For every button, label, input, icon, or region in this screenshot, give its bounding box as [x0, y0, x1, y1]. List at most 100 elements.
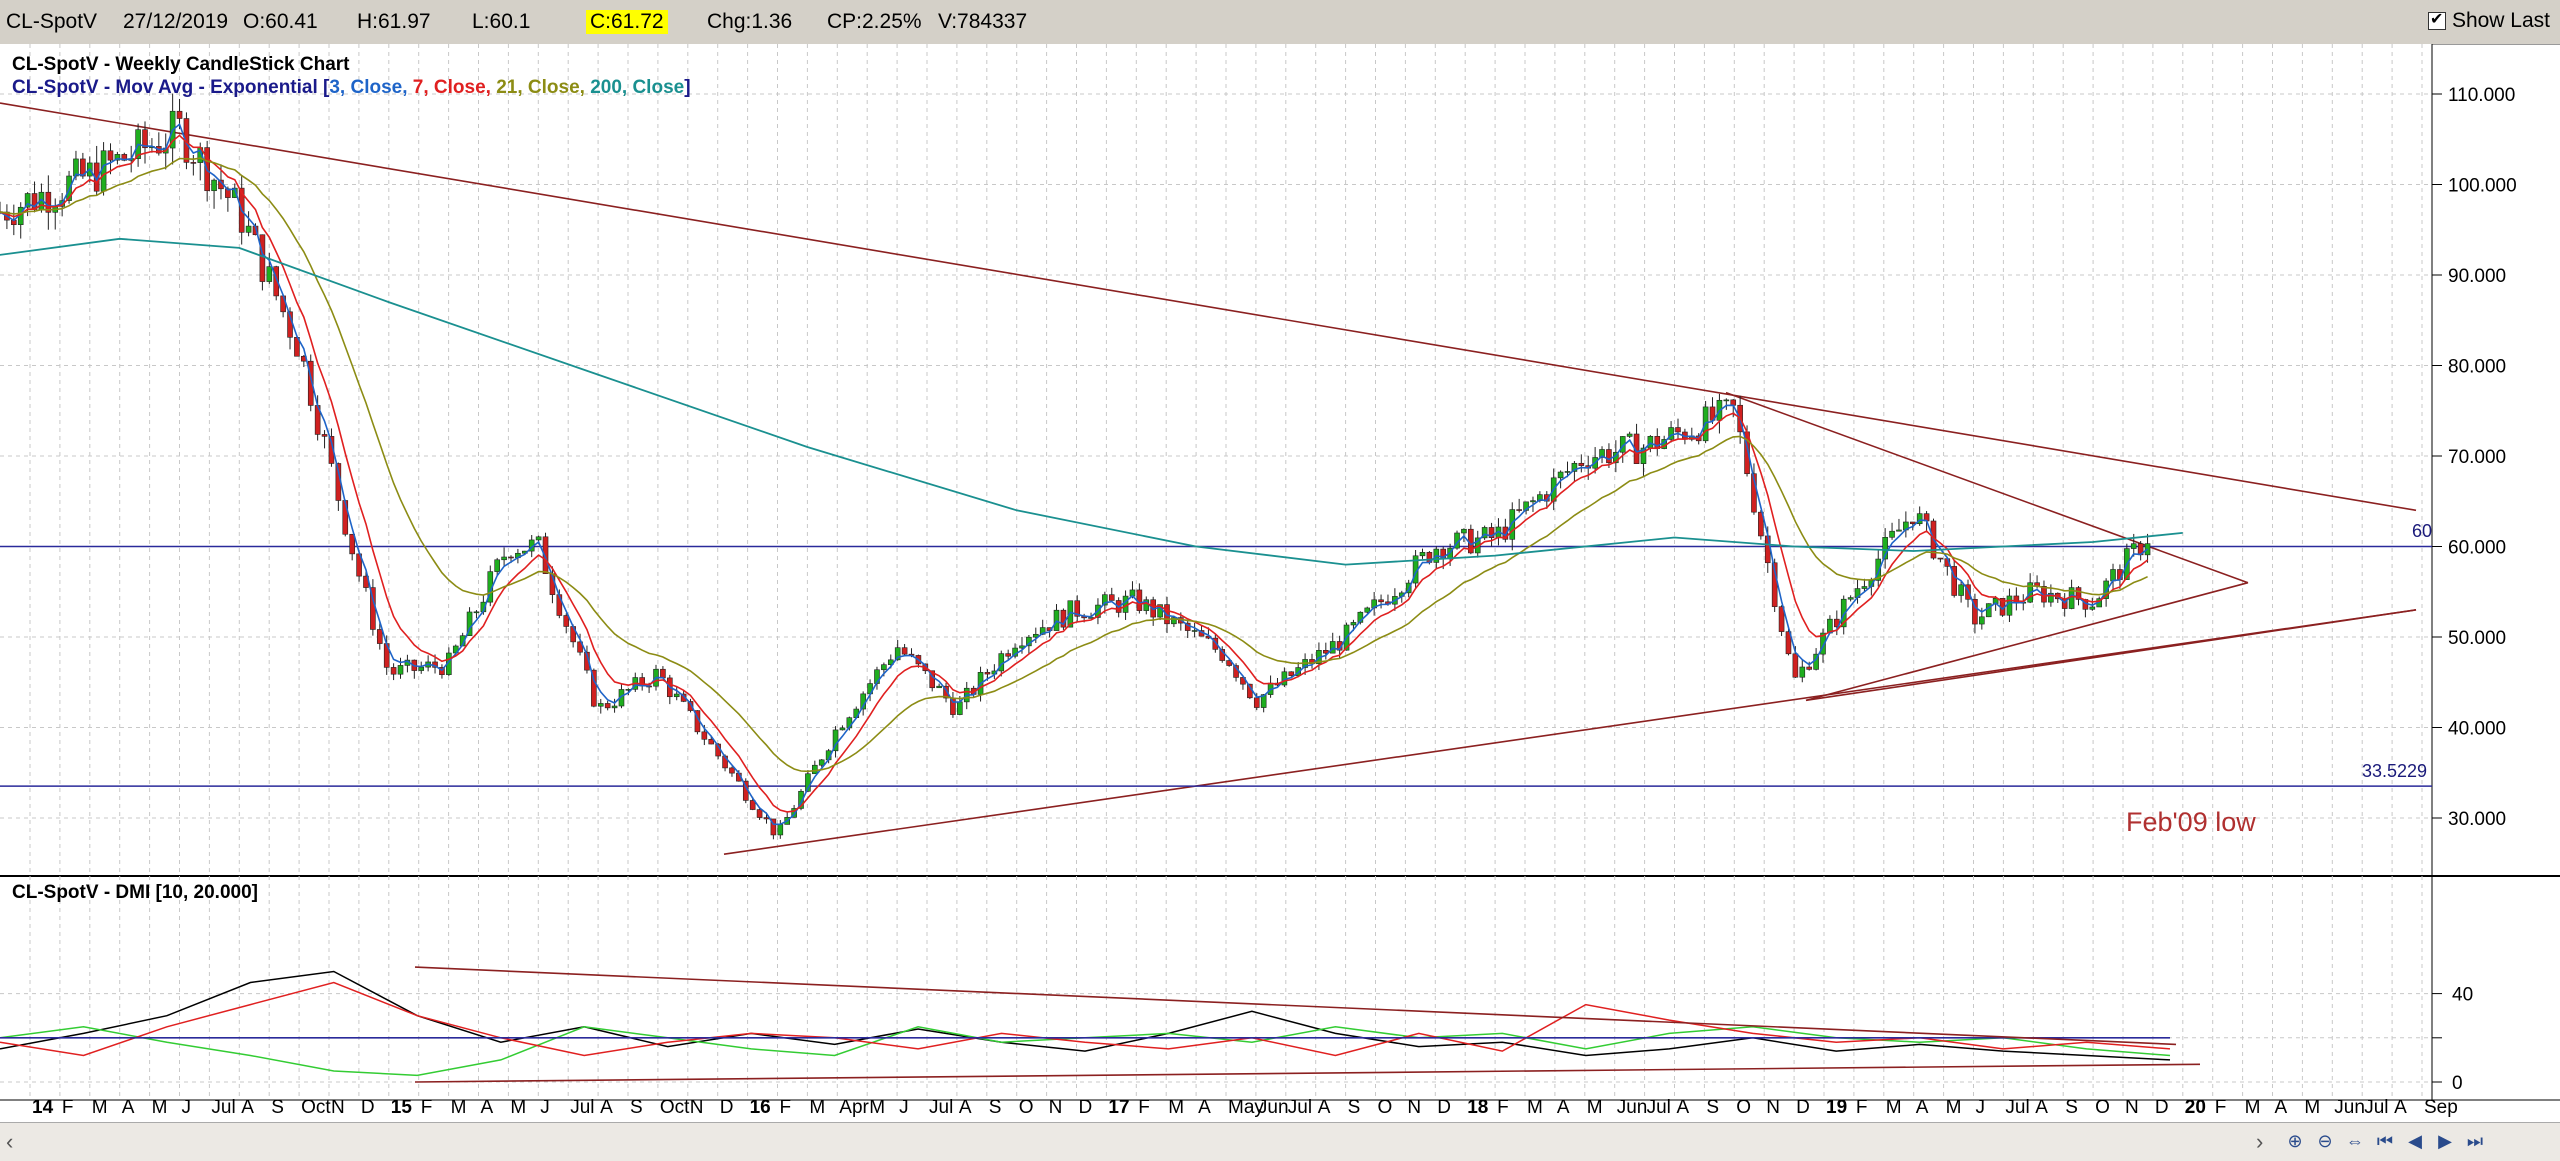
- x-tick-label: N: [1407, 1097, 1421, 1118]
- y-tick-label: 50.000: [2448, 628, 2506, 649]
- chart-area[interactable]: 110.000 100.000 90.000 80.000 70.000 60.000 50…: [0, 44, 2560, 1122]
- pan-icon[interactable]: ⇔: [2346, 1131, 2364, 1151]
- candle-body: [660, 668, 666, 679]
- candle-body: [307, 360, 314, 406]
- y-tick-label: 70.000: [2448, 447, 2506, 468]
- candle-body: [1882, 536, 1888, 560]
- dmi-adx-line: [0, 970, 2171, 1061]
- trendline-1: [723, 609, 2417, 855]
- zoom-in-icon[interactable]: ⊕: [2287, 1131, 2303, 1151]
- trendline-0: [0, 102, 2417, 512]
- candle-body: [1778, 606, 1785, 632]
- candle-body: [1032, 633, 1039, 638]
- candle-body: [1654, 436, 1661, 449]
- horizontal-scrollbar[interactable]: ‹ › ⊕ ⊖ ⇔ ⏮ ◀ ▶ ⏭: [0, 1122, 2560, 1161]
- scroll-left-icon[interactable]: ‹: [6, 1129, 14, 1154]
- x-tick-label: Sep: [2424, 1097, 2458, 1118]
- x-tick-label: S: [271, 1097, 284, 1118]
- candle-body: [1668, 427, 1674, 440]
- hline-60-label: 60: [2412, 521, 2432, 541]
- x-tick-label: M: [1886, 1097, 1902, 1118]
- date-label: 27/12/2019: [123, 10, 229, 33]
- x-tick-label: F: [1497, 1097, 1509, 1118]
- candle-body: [1288, 671, 1295, 676]
- candle-body: [929, 670, 936, 689]
- dmi-trendline-upper: [414, 966, 2177, 1046]
- x-tick-label: O: [1019, 1097, 1034, 1118]
- candle-body: [1972, 599, 1978, 625]
- symbol-label: CL-SpotV: [6, 10, 98, 33]
- y-tick-label: 60.000: [2448, 538, 2506, 559]
- x-tick-label: D: [1079, 1097, 1093, 1118]
- trendlines: [0, 102, 2417, 855]
- x-tick-label: M: [92, 1097, 108, 1118]
- candle-body: [501, 556, 507, 561]
- x-tick-label: F: [1138, 1097, 1150, 1118]
- candle-body: [121, 154, 128, 161]
- x-tick-label: J: [1976, 1097, 1986, 1118]
- prev-page-icon[interactable]: ◀: [2408, 1131, 2422, 1151]
- x-tick-label: Jun: [1258, 1097, 1289, 1118]
- last-page-icon[interactable]: ⏭: [2466, 1131, 2484, 1151]
- y-tick-label: 100.000: [2448, 176, 2517, 197]
- candle-body: [1847, 597, 1854, 600]
- x-tick-label: A: [1557, 1097, 1570, 1118]
- candle-body: [943, 685, 949, 699]
- candle-body: [1253, 697, 1260, 708]
- candle-body: [604, 703, 611, 709]
- candle-body: [839, 727, 846, 731]
- candle-body: [190, 162, 197, 164]
- y-tick-label: 110.000: [2448, 85, 2515, 106]
- x-tick-label: A: [959, 1097, 972, 1118]
- candle-body: [1640, 447, 1647, 464]
- feb09-low-annotation: Feb'09 low: [2126, 807, 2256, 837]
- x-tick-label: F: [2215, 1097, 2227, 1118]
- ema-7-line: [0, 134, 2149, 813]
- candle-body: [805, 773, 811, 792]
- x-tick-label: M: [809, 1097, 825, 1118]
- volume-label: V:784337: [938, 10, 1028, 33]
- show-last-checkbox[interactable]: Show Last: [2427, 9, 2550, 33]
- x-tick-label: 18: [1467, 1097, 1488, 1118]
- x-tick-label: A: [2394, 1097, 2407, 1118]
- candle-body: [901, 647, 908, 655]
- ema-3-line: [0, 122, 2149, 826]
- zoom-out-icon[interactable]: ⊖: [2317, 1131, 2333, 1151]
- candle-body: [1578, 462, 1585, 466]
- next-page-icon[interactable]: ▶: [2438, 1131, 2452, 1151]
- candle-body: [881, 664, 887, 671]
- y-tick-label: 90.000: [2448, 266, 2506, 287]
- x-tick-label: Jul: [1647, 1097, 1671, 1118]
- x-tick-label: J: [899, 1097, 909, 1118]
- x-tick-label: M: [2245, 1097, 2261, 1118]
- y-tick-label: 30.000: [2448, 809, 2506, 830]
- candle-body: [1516, 509, 1522, 511]
- candle-body: [1523, 501, 1529, 511]
- candle-body: [1481, 527, 1488, 539]
- candle-body: [673, 693, 680, 698]
- x-tick-label: N: [331, 1097, 345, 1118]
- candle-body: [701, 731, 708, 740]
- ema-21-line: [0, 157, 2148, 773]
- candle-body: [397, 665, 404, 675]
- main-panel-bg: [0, 44, 2432, 874]
- ma-legend-suffix: ]: [684, 77, 691, 98]
- scroll-right-icon[interactable]: ›: [2256, 1129, 2264, 1154]
- dmi-y-tick-label: 0: [2452, 1073, 2463, 1094]
- candle-body: [45, 191, 52, 213]
- x-tick-label: A: [241, 1097, 254, 1118]
- checkbox-checked-icon[interactable]: [2427, 9, 2446, 30]
- candle-body: [1005, 653, 1011, 657]
- x-tick-label: 14: [32, 1097, 54, 1118]
- x-tick-label: F: [62, 1097, 74, 1118]
- first-page-icon[interactable]: ⏮: [2376, 1131, 2394, 1151]
- horizontal-lines: [0, 545, 2432, 787]
- candle-body: [957, 701, 963, 715]
- trendline-3: [1805, 581, 2249, 702]
- candle-body: [2075, 587, 2082, 600]
- x-tick-label: D: [1796, 1097, 1810, 1118]
- x-tick-label: 19: [1826, 1097, 1847, 1118]
- candle-body: [2130, 543, 2137, 549]
- x-tick-label: A: [1916, 1097, 1929, 1118]
- candle-body: [1723, 399, 1730, 402]
